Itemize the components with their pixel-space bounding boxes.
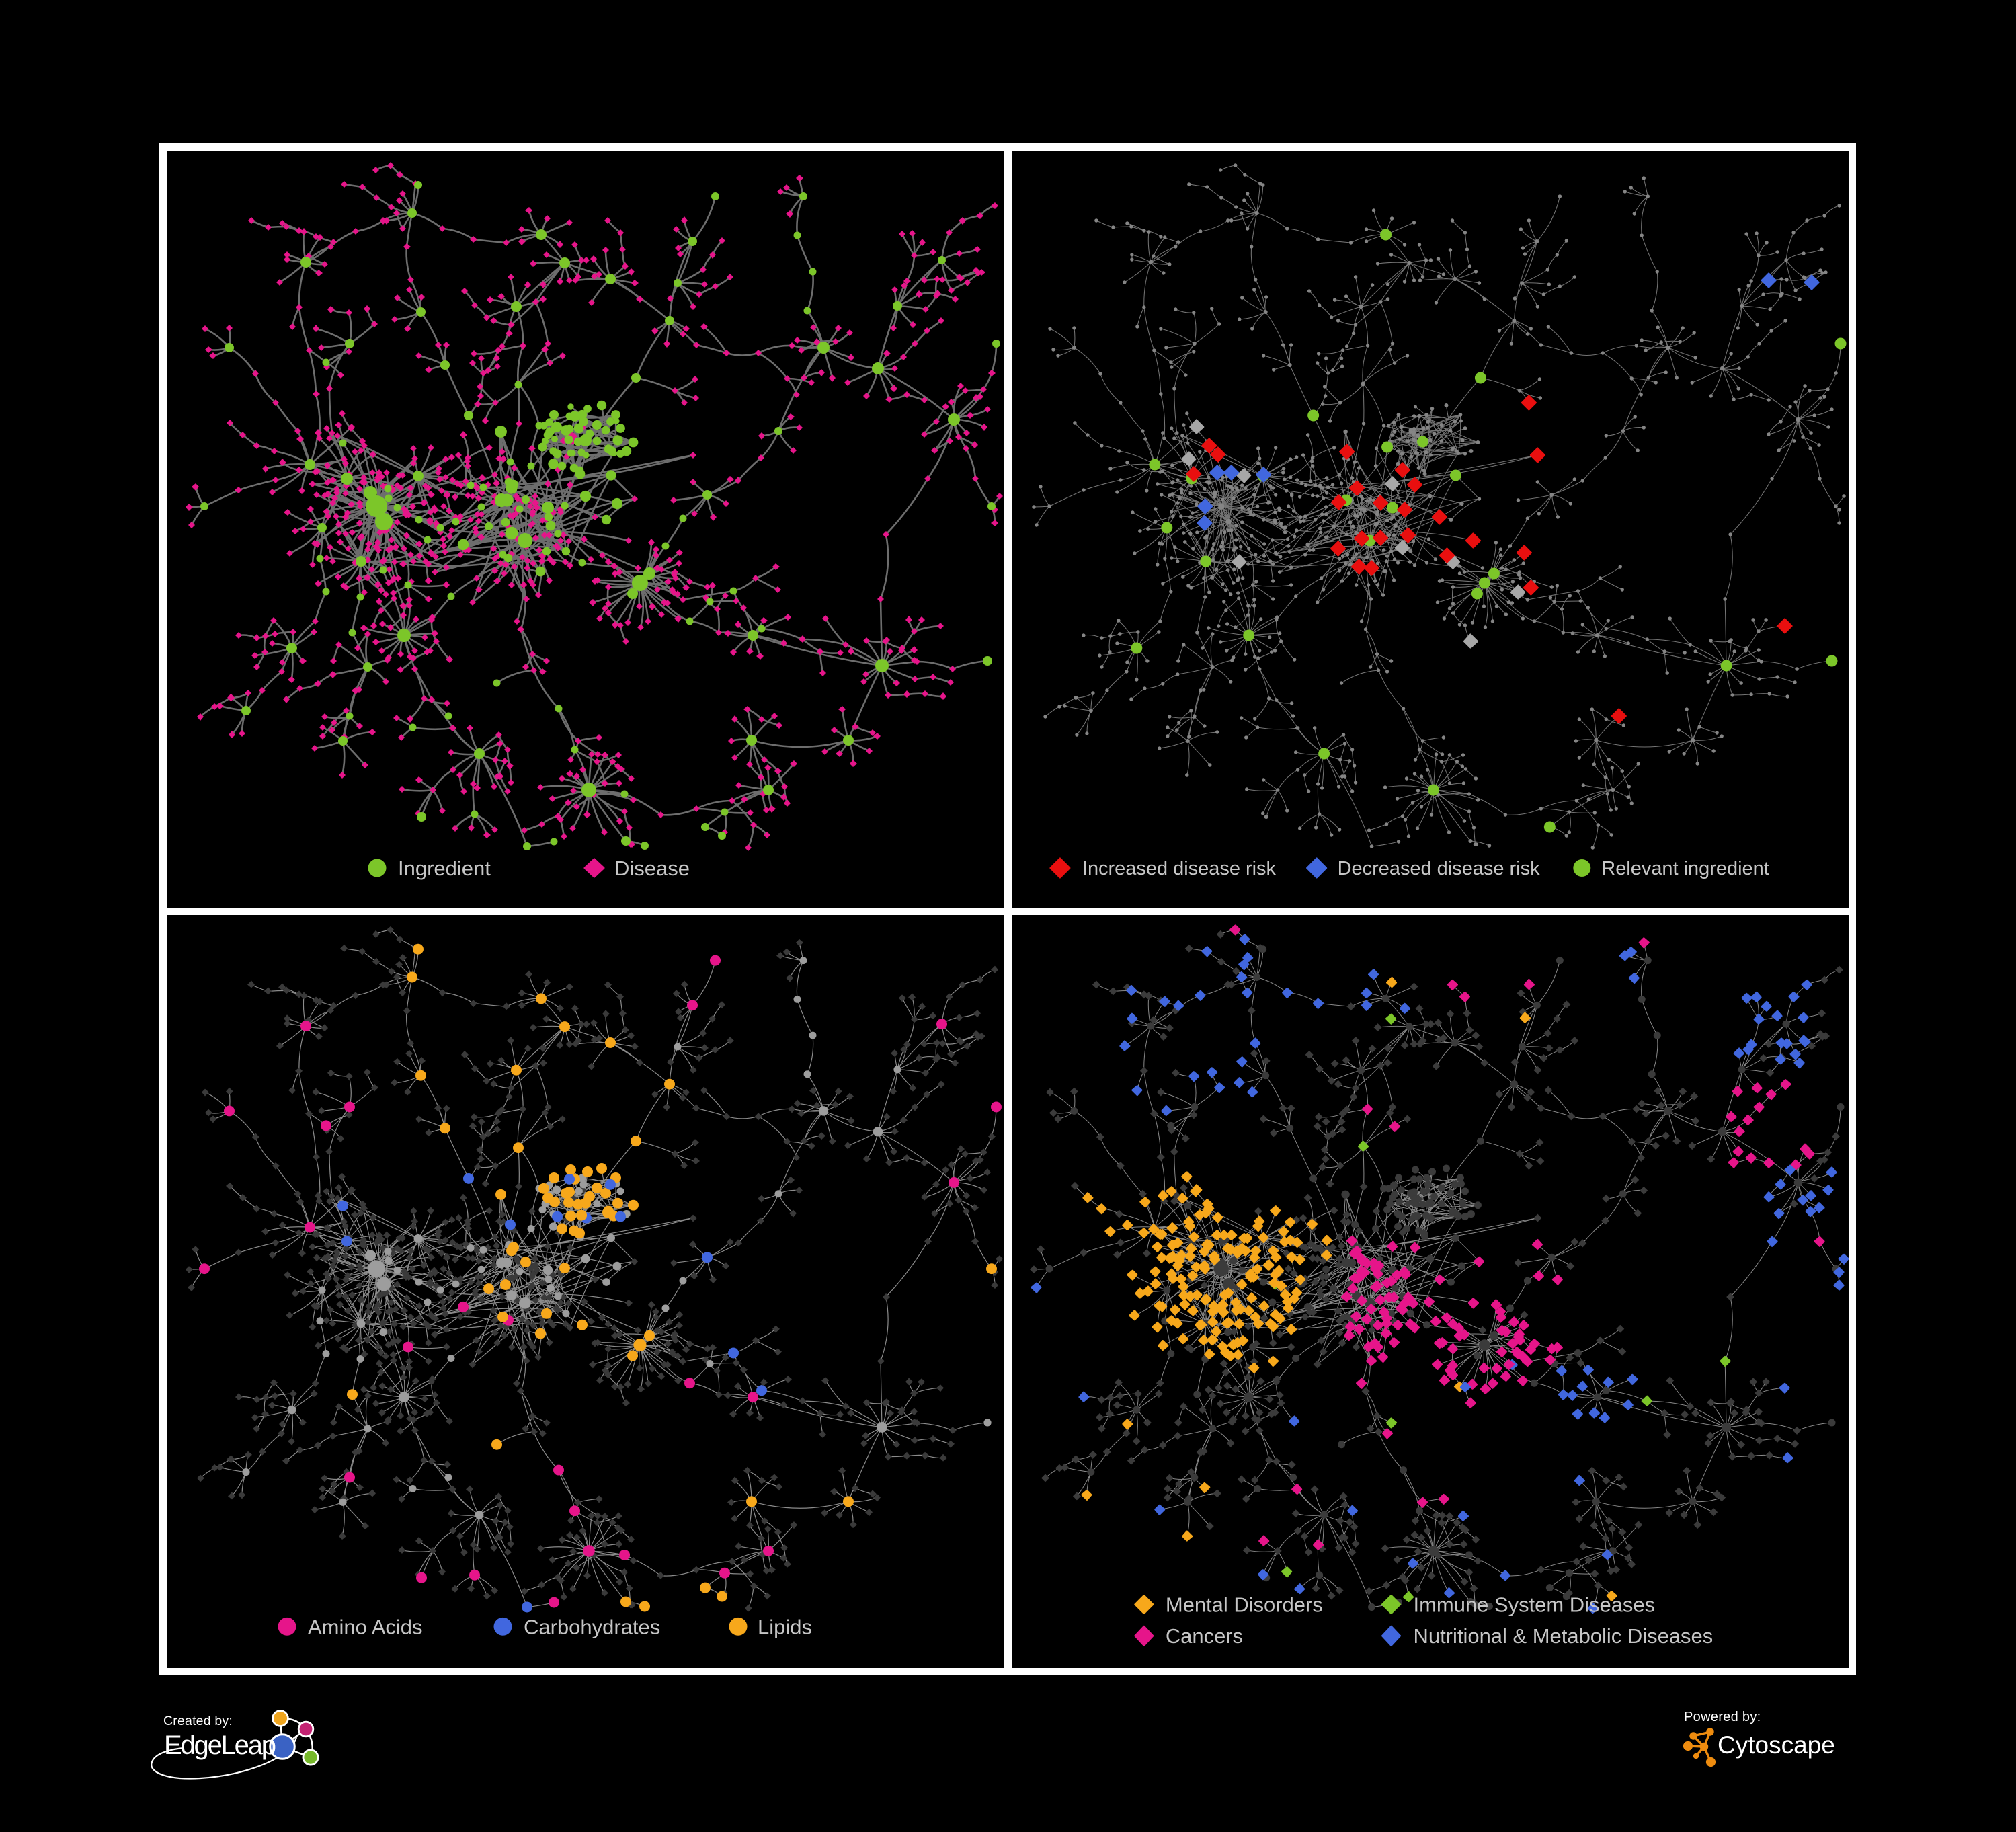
svg-text:Carbohydrates: Carbohydrates	[524, 1615, 660, 1638]
svg-text:Ingredient: Ingredient	[398, 857, 491, 880]
svg-text:Mental Disorders: Mental Disorders	[1166, 1593, 1323, 1617]
svg-text:Disease: Disease	[614, 857, 690, 880]
svg-text:Relevant ingredient: Relevant ingredient	[1601, 858, 1769, 879]
svg-text:Cytoscape: Cytoscape	[1718, 1731, 1835, 1759]
svg-text:Amino Acids: Amino Acids	[308, 1615, 423, 1638]
svg-text:Created by:: Created by:	[163, 1714, 233, 1728]
svg-text:Nutritional & Metabolic Diseas: Nutritional & Metabolic Diseases	[1414, 1624, 1713, 1648]
svg-text:Lipids: Lipids	[758, 1615, 812, 1638]
svg-text:Increased disease risk: Increased disease risk	[1082, 858, 1277, 879]
svg-text:Immune System Diseases: Immune System Diseases	[1414, 1593, 1656, 1617]
svg-text:Decreased disease risk: Decreased disease risk	[1338, 858, 1540, 879]
svg-text:EdgeLeap: EdgeLeap	[164, 1730, 276, 1760]
svg-text:Powered by:: Powered by:	[1684, 1710, 1761, 1724]
svg-text:Cancers: Cancers	[1166, 1624, 1243, 1648]
